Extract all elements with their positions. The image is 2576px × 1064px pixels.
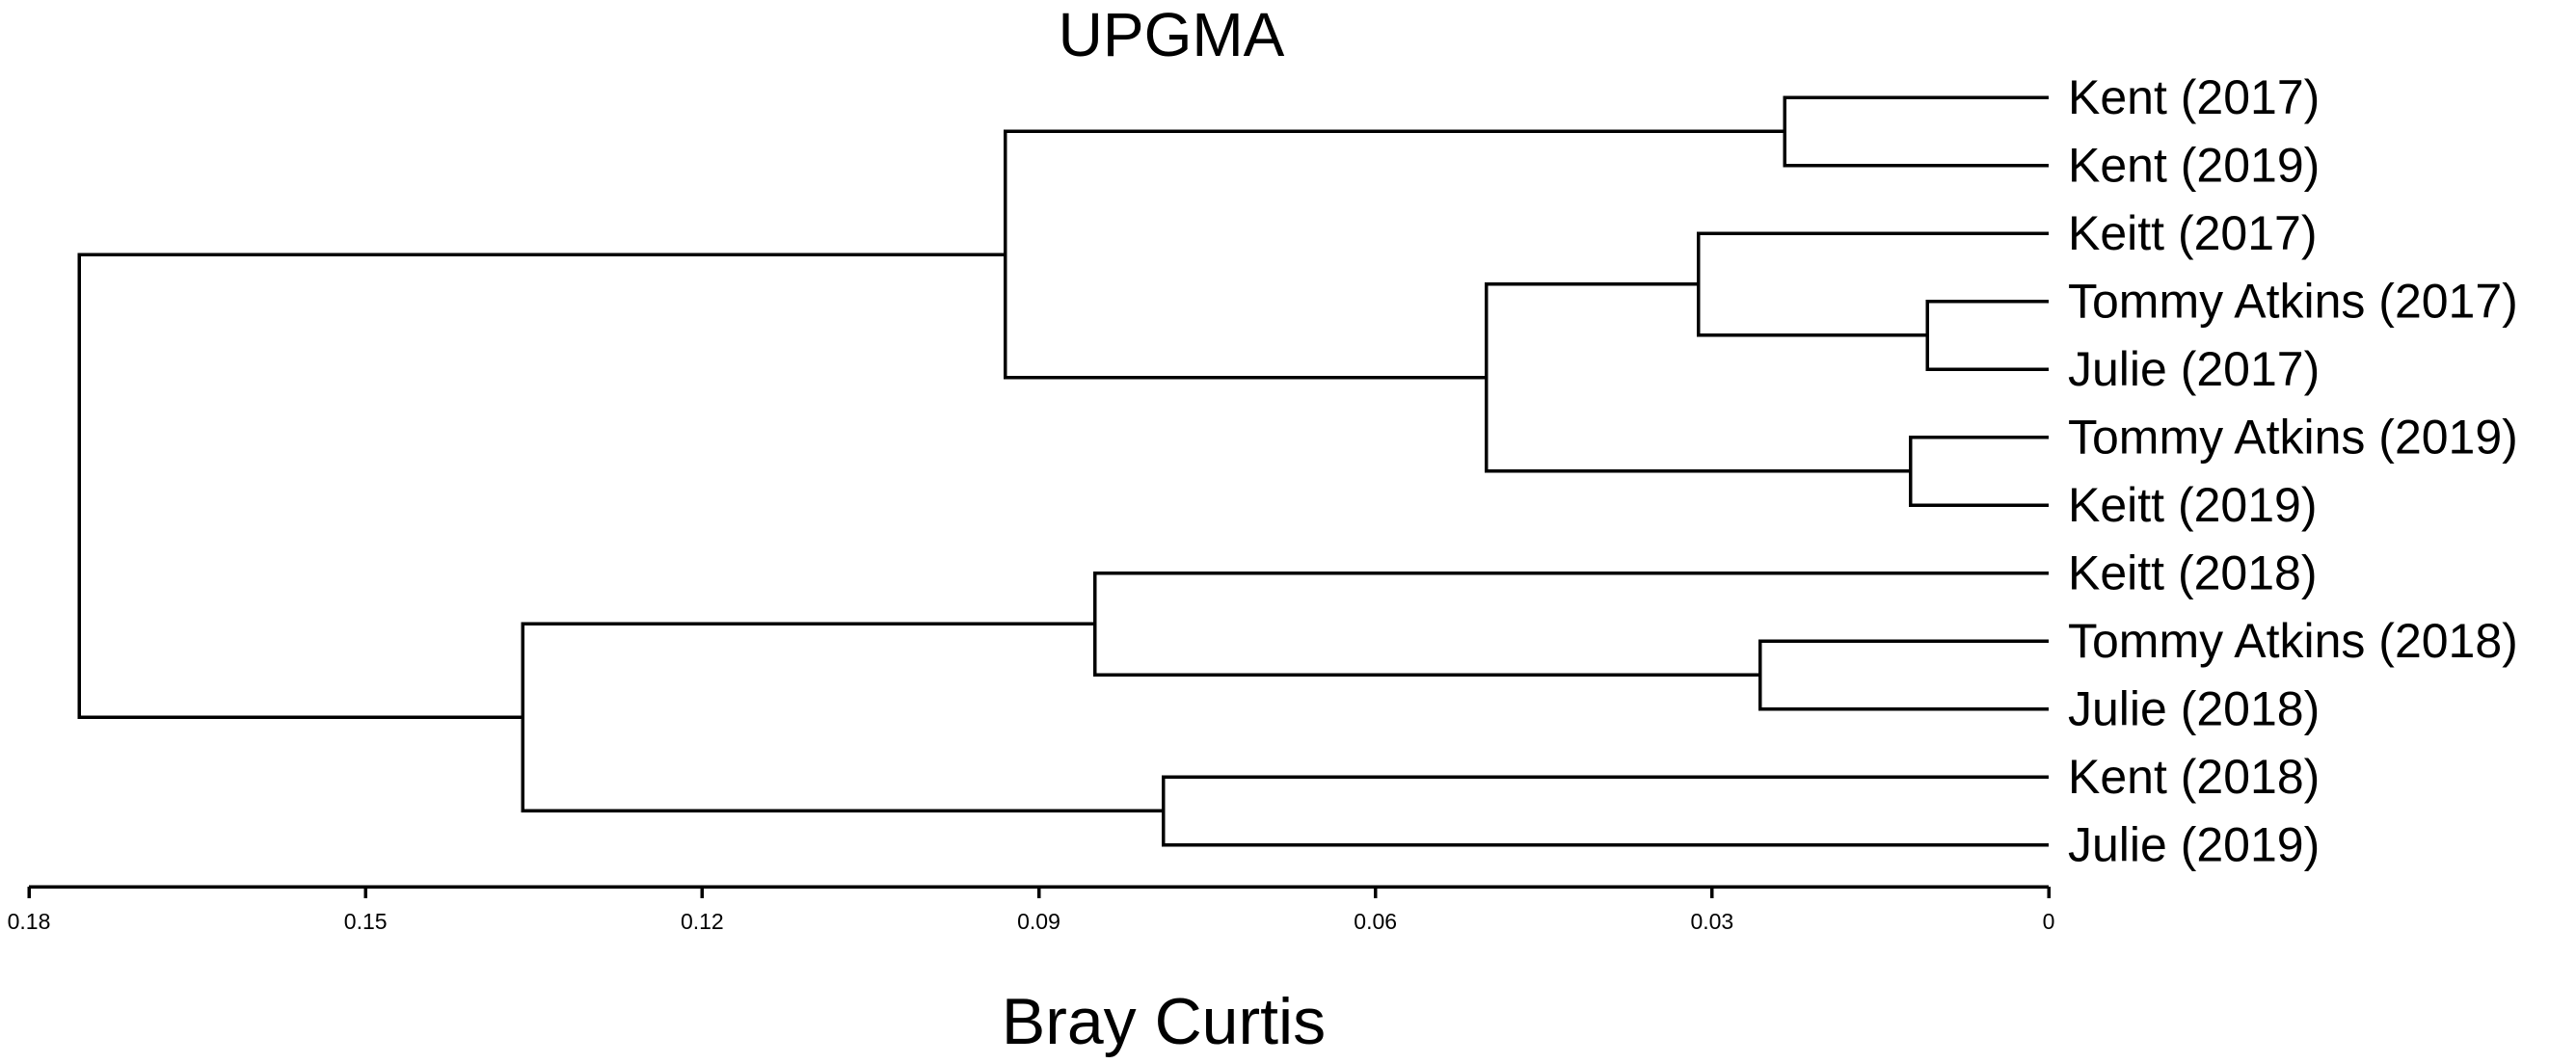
leaf-label: Julie (2019) xyxy=(2068,818,2320,872)
x-tick-label: 0.06 xyxy=(1354,909,1397,934)
dendrogram-branches xyxy=(77,95,2049,847)
leaf-label: Kent (2019) xyxy=(2068,139,2320,193)
leaf-label: Kent (2017) xyxy=(2068,70,2320,124)
leaf-label: Tommy Atkins (2019) xyxy=(2068,411,2518,465)
x-tick-label: 0 xyxy=(2043,909,2055,934)
leaf-label: Julie (2017) xyxy=(2068,342,2320,396)
branch-n11 xyxy=(77,253,1006,720)
leaf-label: Kent (2018) xyxy=(2068,750,2320,804)
leaf-label: Tommy Atkins (2017) xyxy=(2068,275,2518,329)
leaf-label: Julie (2018) xyxy=(2068,682,2320,736)
branch-n2 xyxy=(1925,299,2049,371)
x-tick-label: 0.12 xyxy=(681,909,724,934)
x-axis: 0.18 0.15 0.12 0.09 0.06 0.03 0 xyxy=(8,885,2055,934)
branch-n9 xyxy=(1161,775,2049,847)
leaf-labels: Kent (2017) Kent (2019) Keitt (2017) Tommy … xyxy=(2068,70,2518,872)
chart-title: UPGMA xyxy=(1059,0,1285,69)
x-tick-label: 0.15 xyxy=(344,909,388,934)
leaf-label: Keitt (2017) xyxy=(2068,206,2317,260)
x-axis-label: Bray Curtis xyxy=(1002,985,1326,1058)
branch-n3 xyxy=(1697,231,2049,337)
branch-n1 xyxy=(1783,95,2049,168)
x-tick-label: 0.03 xyxy=(1690,909,1733,934)
branch-n6 xyxy=(1003,129,1785,380)
leaf-label: Tommy Atkins (2018) xyxy=(2068,614,2518,668)
branch-n4 xyxy=(1909,435,2049,507)
branch-n8 xyxy=(1092,571,2049,677)
x-tick-label: 0.09 xyxy=(1017,909,1060,934)
leaf-label: Keitt (2018) xyxy=(2068,546,2317,600)
branch-n10 xyxy=(521,622,1164,812)
leaf-label: Keitt (2019) xyxy=(2068,478,2317,532)
branch-n7 xyxy=(1758,639,2049,711)
x-tick-label: 0.18 xyxy=(8,909,51,934)
